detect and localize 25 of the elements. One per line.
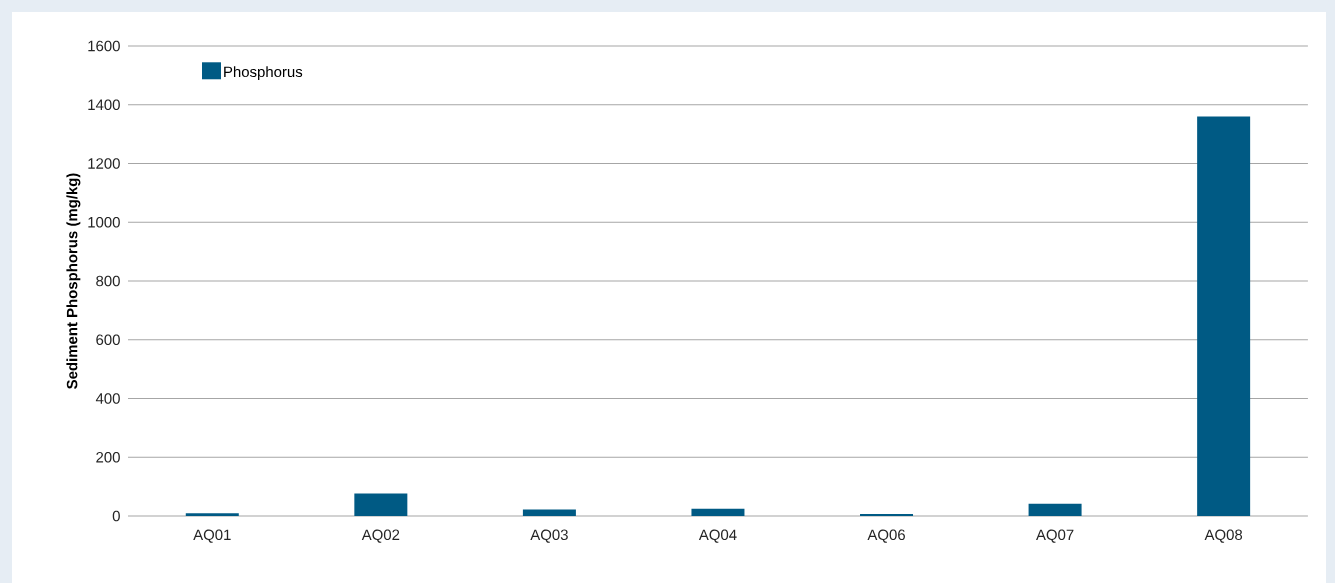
y-tick-label: 600 [96,334,120,346]
x-tick-label: AQ03 [530,529,568,543]
y-tick-label: 200 [96,451,120,463]
bar [1197,116,1251,516]
bar [522,509,576,516]
y-tick-label: 1400 [88,99,120,111]
bar [860,513,914,516]
x-tick-label: AQ04 [698,529,737,543]
y-axis-title: Sediment Phosphorus (mg/kg) [66,173,81,389]
x-tick-label: AQ07 [1036,529,1074,543]
legend-label: Phosphorus [224,66,303,81]
y-tick-label: 400 [95,393,120,404]
bar [1028,503,1082,516]
bar [691,508,745,516]
bar [354,493,408,516]
y-tick-label: 1000 [88,216,120,228]
y-tick-label: 1600 [88,40,120,52]
x-tick-label: AQ02 [361,529,400,543]
y-tick-label: 800 [96,275,120,287]
x-tick-label: AQ06 [867,529,905,543]
y-tick-label: 0 [112,510,120,522]
y-tick-label: 1200 [88,158,120,169]
x-tick-label: AQ01 [193,529,231,543]
x-tick-label: AQ08 [1204,529,1243,543]
bar [185,513,239,516]
